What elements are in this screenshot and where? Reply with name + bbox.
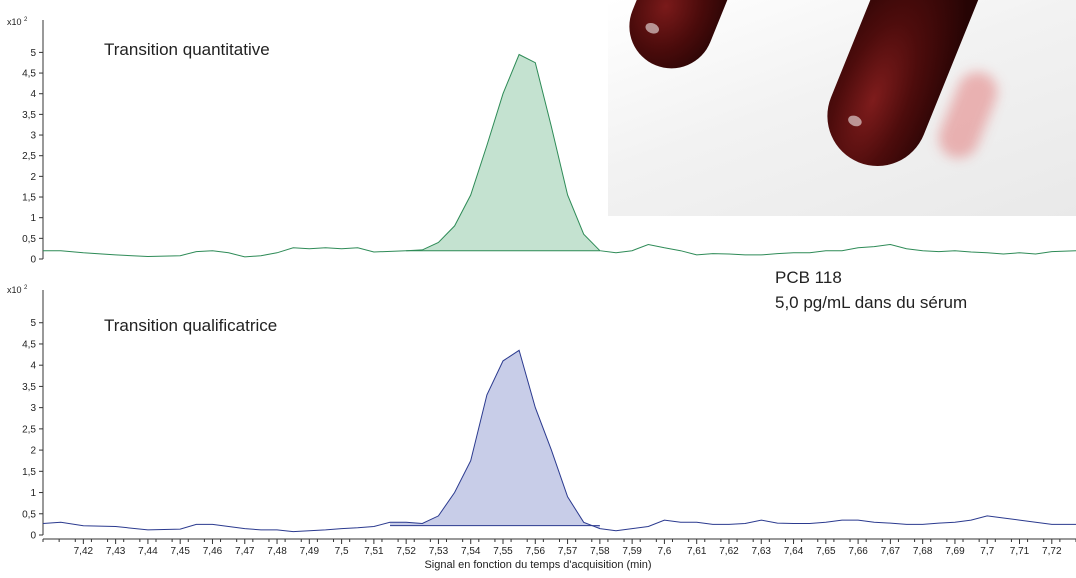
y-tick-label: 4 <box>30 361 36 372</box>
x-tick-label: 7,71 <box>1010 546 1030 557</box>
x-tick-label: 7,57 <box>558 546 578 557</box>
x-tick-label: 7,51 <box>364 546 384 557</box>
x-tick-label: 7,6 <box>657 546 671 557</box>
x-tick-label: 7,68 <box>913 546 933 557</box>
x-tick-label: 7,42 <box>74 546 94 557</box>
concentration-label: 5,0 pg/mL dans du sérum <box>775 293 968 312</box>
y-tick-label: 4,5 <box>22 339 36 350</box>
y-tick-label: 3,5 <box>22 382 36 393</box>
x-tick-label: 7,44 <box>138 546 158 557</box>
x-tick-label: 7,45 <box>170 546 190 557</box>
x-tick-label: 7,61 <box>687 546 707 557</box>
x-tick-label: 7,62 <box>719 546 739 557</box>
x-tick-label: 7,43 <box>106 546 126 557</box>
x-tick-label: 7,64 <box>784 546 804 557</box>
compound-label: PCB 118 <box>775 268 842 287</box>
x-tick-label: 7,72 <box>1042 546 1062 557</box>
y-axis-multiplier: x10 <box>7 285 22 295</box>
y-tick-label: 5 <box>30 48 36 59</box>
y-tick-label: 1 <box>30 488 36 499</box>
y-tick-label: 0,5 <box>22 509 36 520</box>
y-tick-label: 2,5 <box>22 151 36 162</box>
y-tick-label: 2 <box>30 446 36 457</box>
y-axis-multiplier-exponent: 2 <box>24 285 28 291</box>
x-tick-label: 7,65 <box>816 546 836 557</box>
y-tick-label: 2 <box>30 172 36 183</box>
signal-trace <box>42 349 1076 533</box>
y-tick-label: 1,5 <box>22 193 36 204</box>
x-tick-label: 7,66 <box>848 546 868 557</box>
chart-title-quantitative: Transition quantitative <box>104 40 270 59</box>
y-tick-label: 0,5 <box>22 234 36 245</box>
x-tick-label: 7,54 <box>461 546 481 557</box>
y-tick-label: 0 <box>30 531 36 542</box>
y-tick-label: 1 <box>30 213 36 224</box>
x-tick-label: 7,48 <box>267 546 287 557</box>
x-tick-label: 7,5 <box>335 546 349 557</box>
y-tick-label: 1,5 <box>22 467 36 478</box>
y-axis-multiplier-exponent: 2 <box>24 17 28 23</box>
chart-title-qualitative: Transition qualificatrice <box>104 316 278 335</box>
x-tick-label: 7,52 <box>396 546 416 557</box>
x-tick-label: 7,58 <box>590 546 610 557</box>
x-tick-label: 7,53 <box>429 546 449 557</box>
x-tick-label: 7,7 <box>980 546 994 557</box>
y-tick-label: 4 <box>30 89 36 100</box>
y-axis-multiplier: x10 <box>7 17 22 27</box>
peak-area <box>406 54 600 251</box>
x-tick-label: 7,56 <box>526 546 546 557</box>
x-tick-label: 7,59 <box>622 546 642 557</box>
signal-trace <box>43 53 1076 258</box>
x-tick-label: 7,67 <box>881 546 901 557</box>
y-tick-label: 4,5 <box>22 69 36 80</box>
y-tick-label: 2,5 <box>22 424 36 435</box>
y-tick-label: 3,5 <box>22 110 36 121</box>
x-tick-label: 7,69 <box>945 546 965 557</box>
x-tick-label: 7,55 <box>493 546 513 557</box>
y-tick-label: 0 <box>30 255 36 266</box>
x-tick-label: 7,49 <box>300 546 320 557</box>
x-tick-label: 7,63 <box>752 546 772 557</box>
x-tick-label: 7,46 <box>203 546 223 557</box>
y-tick-label: 3 <box>30 403 36 414</box>
y-tick-label: 3 <box>30 131 36 142</box>
y-tick-label: 5 <box>30 318 36 329</box>
x-axis-label: Signal en fonction du temps d'acquisitio… <box>424 559 652 571</box>
x-tick-label: 7,47 <box>235 546 255 557</box>
peak-area <box>390 350 600 529</box>
blood-tubes-photo <box>608 0 1076 216</box>
